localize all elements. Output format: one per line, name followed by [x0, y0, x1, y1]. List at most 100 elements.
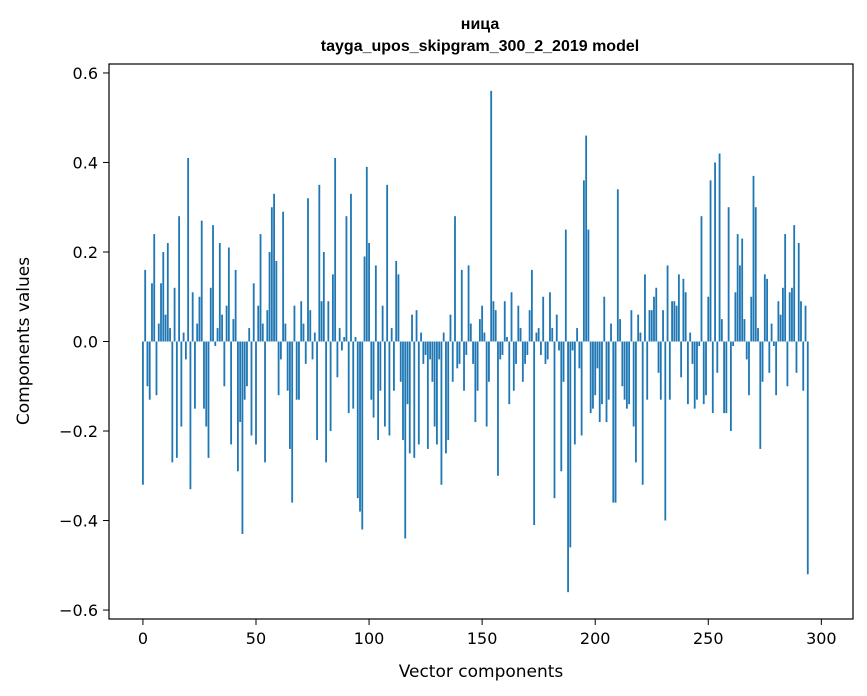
bar	[270, 207, 273, 342]
bar	[447, 341, 450, 440]
x-tick-label: 150	[467, 629, 498, 648]
bar	[194, 341, 196, 409]
bar	[804, 305, 807, 342]
bar	[148, 341, 151, 400]
bar	[530, 269, 533, 342]
bar	[677, 274, 680, 342]
bar	[200, 220, 203, 342]
bar	[169, 328, 171, 342]
bar	[580, 341, 583, 436]
bar	[483, 332, 486, 342]
bar	[684, 292, 687, 342]
bar	[345, 216, 348, 342]
bar	[739, 265, 741, 342]
bar	[232, 319, 235, 342]
bar	[397, 274, 400, 342]
bar	[519, 328, 522, 342]
bar	[454, 216, 456, 342]
bar	[734, 292, 737, 342]
bar	[365, 166, 368, 342]
bar	[302, 323, 305, 342]
bar	[415, 310, 418, 342]
bar	[189, 341, 192, 490]
bar	[456, 341, 459, 369]
bar	[451, 341, 454, 382]
bar	[463, 341, 465, 391]
bar	[646, 341, 649, 400]
bar	[282, 211, 285, 342]
bar	[237, 341, 239, 472]
bar	[343, 337, 346, 342]
bar	[589, 341, 592, 414]
bar	[207, 341, 210, 458]
bar	[234, 269, 237, 342]
bar	[714, 162, 716, 342]
bar	[594, 341, 597, 396]
bar	[408, 341, 411, 454]
bar	[614, 341, 617, 503]
bar	[610, 323, 612, 342]
bar	[569, 341, 572, 548]
bar	[768, 341, 771, 373]
bar	[198, 296, 201, 342]
bar	[696, 341, 698, 400]
bar	[573, 341, 576, 445]
bar	[250, 341, 253, 436]
bar	[341, 341, 343, 351]
bar	[806, 341, 809, 575]
x-axis-label: Vector components	[399, 662, 564, 682]
bar	[420, 332, 422, 342]
bar	[436, 341, 438, 445]
bar	[621, 341, 624, 387]
bar	[800, 301, 802, 342]
bar	[458, 341, 461, 364]
bar	[657, 341, 660, 373]
bar	[781, 287, 784, 342]
bar	[743, 319, 746, 342]
bar	[720, 319, 723, 342]
bar	[648, 310, 651, 342]
bar	[298, 341, 300, 400]
bar	[515, 341, 517, 364]
bar	[300, 301, 303, 342]
bar	[772, 341, 775, 346]
bar	[601, 341, 603, 405]
bar	[151, 283, 153, 342]
x-tick-label: 100	[354, 629, 385, 648]
bar	[759, 341, 762, 449]
bar	[359, 341, 361, 512]
bar	[386, 184, 389, 342]
bar	[623, 341, 626, 400]
bar	[698, 341, 701, 346]
bar	[212, 225, 214, 342]
bar	[497, 341, 499, 476]
bar	[221, 314, 223, 342]
bar	[166, 243, 169, 342]
bar	[492, 301, 495, 342]
bar	[203, 341, 205, 409]
bar	[727, 207, 730, 342]
y-tick-label: 0.6	[73, 64, 98, 83]
bar	[356, 341, 359, 499]
bar	[682, 278, 685, 342]
bar	[196, 323, 199, 342]
bar	[533, 341, 536, 526]
bar	[325, 341, 327, 463]
bar	[668, 341, 671, 400]
bar	[612, 341, 615, 503]
bar	[374, 265, 377, 342]
bar	[494, 310, 497, 342]
bar	[370, 341, 373, 400]
bar	[316, 341, 318, 440]
bar	[770, 323, 773, 342]
x-tick-label: 50	[246, 629, 266, 648]
bar	[246, 341, 248, 387]
bar	[178, 216, 181, 342]
bar	[628, 341, 631, 405]
x-tick-label: 0	[138, 629, 148, 648]
bar	[564, 229, 567, 342]
x-axis-ticks: 0 50 100 150 200 250 300	[138, 619, 837, 648]
bar	[549, 292, 551, 342]
bar	[460, 269, 463, 342]
bar	[393, 341, 395, 391]
